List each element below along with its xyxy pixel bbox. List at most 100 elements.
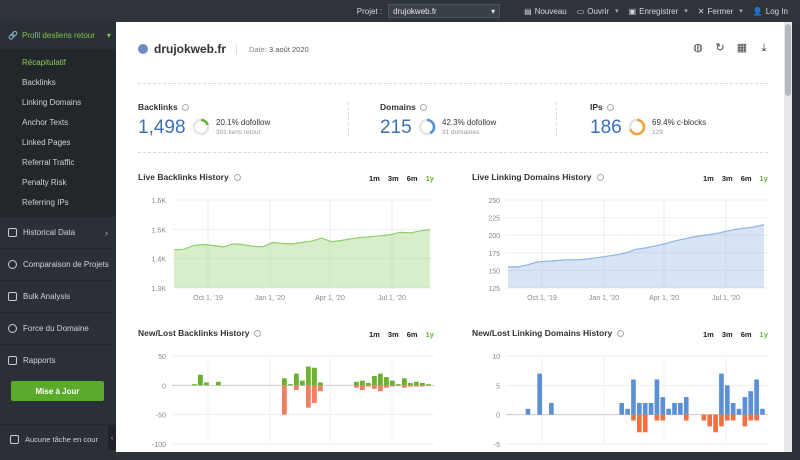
sidebar-item-historical-data[interactable]: Historical Data ›	[0, 216, 116, 248]
bar-lost	[390, 385, 395, 387]
sidebar-item-reports[interactable]: Rapports	[0, 344, 116, 376]
sidebar-item-linked-pages[interactable]: Linked Pages	[22, 137, 71, 147]
range-1y[interactable]: 1y	[425, 330, 434, 339]
sidebar-item-referring-ips[interactable]: Referring IPs	[22, 197, 69, 207]
range-1y[interactable]: 1y	[425, 174, 434, 183]
sidebar-collapse-button[interactable]: ‹	[108, 426, 116, 450]
range-1m[interactable]: 1m	[703, 330, 714, 339]
range-6m[interactable]: 6m	[740, 174, 752, 183]
sidebar-head-backlink-profile[interactable]: 🔗 Profil desliens retour ▾	[0, 22, 116, 50]
bar-new	[724, 385, 730, 415]
new-button[interactable]: ▤ Nouveau	[524, 7, 567, 16]
bar-lost	[372, 385, 377, 389]
bar-new	[420, 382, 425, 386]
bar-new	[660, 397, 666, 415]
strength-icon	[8, 324, 17, 333]
bar-new	[672, 402, 677, 415]
stat-ips: IPs 186 69.4% c-blocks 129	[590, 102, 706, 138]
sidebar-item-linking-domains[interactable]: Linking Domains	[22, 97, 82, 107]
stat-title-text: IPs	[590, 102, 603, 112]
sidebar-item-label: Force du Domaine	[23, 324, 89, 333]
range-3m[interactable]: 3m	[721, 174, 733, 183]
y-tick-label: 225	[488, 216, 500, 223]
stat-line1: 42.3% dofollow	[442, 118, 497, 127]
open-button[interactable]: ▭ Ouvrir ▾	[577, 7, 619, 16]
range-1m[interactable]: 1m	[369, 174, 380, 183]
project-select-value: drujokweb.fr	[393, 6, 437, 16]
range-1m[interactable]: 1m	[703, 174, 714, 183]
sidebar-item-referral-traffic[interactable]: Referral Traffic	[22, 157, 75, 167]
chart-title-new-lost-domains: New/Lost Linking Domains History	[472, 328, 625, 338]
range-6m[interactable]: 6m	[406, 330, 418, 339]
info-icon	[254, 330, 262, 338]
project-select[interactable]: drujokweb.fr ▾	[388, 4, 501, 18]
bar-new	[378, 373, 383, 386]
bar-new	[288, 384, 293, 386]
close-button[interactable]: ✕ Fermer ▾	[698, 7, 743, 16]
bar-new	[204, 382, 209, 386]
info-icon	[419, 104, 427, 112]
bar-new	[619, 402, 625, 415]
sidebar-item-domain-strength[interactable]: Force du Domaine	[0, 312, 116, 344]
bar-lost	[366, 385, 371, 387]
bar-new	[282, 378, 287, 386]
user-icon: 👤	[752, 6, 763, 16]
sidebar-item-label: Bulk Analysis	[23, 292, 71, 301]
bar-lost	[631, 414, 636, 421]
update-button[interactable]: Mise à Jour	[11, 381, 104, 401]
range-6m[interactable]: 6m	[406, 174, 418, 183]
bar-new	[372, 375, 377, 386]
schedule-icon[interactable]: ▦	[736, 42, 748, 54]
file-icon: ▤	[524, 6, 532, 16]
chevron-down-icon: ▾	[684, 8, 688, 15]
new-label: Nouveau	[534, 6, 567, 16]
chart-title-text: New/Lost Linking Domains History	[472, 328, 613, 338]
range-1m[interactable]: 1m	[369, 330, 380, 339]
scrollbar-thumb[interactable]	[785, 24, 791, 96]
chart-new-lost-domains: 10 5 0 -5	[492, 354, 768, 449]
sidebar-item-penalty-risk[interactable]: Penalty Risk	[22, 177, 67, 187]
sidebar-item-bulk-analysis[interactable]: Bulk Analysis	[0, 280, 116, 312]
bar-lost	[420, 385, 425, 387]
range-1y[interactable]: 1y	[759, 330, 768, 339]
bar-lost	[396, 385, 401, 386]
range-3m[interactable]: 3m	[387, 330, 399, 339]
info-icon	[181, 104, 189, 112]
chart-title-text: Live Linking Domains History	[472, 172, 592, 182]
chart-domains-history: 250 225 200 175 150 125 Oct 1, '19 Jan 1, '20 Ap…	[488, 198, 768, 302]
stat-line2: 91 domaines	[442, 129, 480, 136]
y-tick-label: 1.6K	[152, 198, 167, 205]
bar-new	[306, 366, 311, 386]
bar-lost	[742, 414, 748, 427]
divider	[138, 152, 768, 153]
date-label: Date:	[249, 44, 267, 54]
bar-new	[396, 384, 401, 386]
divider	[138, 83, 768, 84]
range-1y[interactable]: 1y	[759, 174, 768, 183]
bar-lost	[754, 414, 759, 421]
task-status-label: Aucune tâche en cour	[25, 435, 98, 444]
top-toolbar: Projet : drujokweb.fr ▾ ▤ Nouveau ▭ Ouvrir…	[0, 0, 800, 22]
bar-lost	[719, 414, 724, 427]
chevron-down-icon: ▾	[739, 8, 743, 15]
download-icon[interactable]: ⤓	[761, 42, 767, 54]
range-6m[interactable]: 6m	[740, 330, 752, 339]
sidebar-item-backlinks[interactable]: Backlinks	[22, 77, 56, 87]
globe-icon[interactable]: ◍	[693, 42, 703, 54]
bar-new	[360, 380, 365, 386]
y-tick-label: 0	[496, 413, 500, 420]
range-3m[interactable]: 3m	[721, 330, 733, 339]
save-button[interactable]: ▣ Enregistrer ▾	[629, 7, 688, 16]
chevron-down-icon: ▾	[491, 6, 496, 16]
main-scrollbar[interactable]	[784, 22, 792, 452]
y-tick-label: 1.4K	[152, 257, 167, 264]
sidebar-item-anchor-texts[interactable]: Anchor Texts	[22, 117, 69, 127]
bar-lost	[426, 385, 431, 386]
bar-lost	[378, 385, 383, 392]
refresh-icon[interactable]: ↻	[715, 42, 725, 54]
login-button[interactable]: 👤 Log In	[753, 7, 788, 16]
sidebar-item-project-comparison[interactable]: Comparaison de Projets	[0, 248, 116, 280]
sidebar-item-summary[interactable]: Récapitulatif	[22, 57, 67, 67]
bar-lost	[730, 414, 736, 421]
range-3m[interactable]: 3m	[387, 174, 399, 183]
